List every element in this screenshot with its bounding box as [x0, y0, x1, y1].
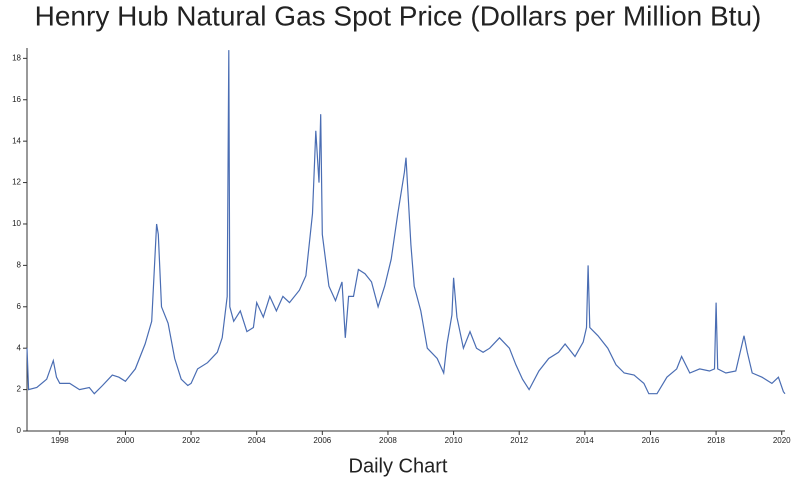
y-tick-label: 6 — [17, 302, 22, 311]
chart-title: Henry Hub Natural Gas Spot Price (Dollar… — [35, 0, 762, 31]
x-axis-label: Daily Chart — [349, 455, 448, 477]
x-tick-label: 2020 — [773, 436, 791, 445]
x-tick-label: 2008 — [379, 436, 397, 445]
y-tick-label: 2 — [17, 385, 22, 394]
x-tick-label: 2002 — [182, 436, 200, 445]
x-tick-label: 1998 — [51, 436, 69, 445]
y-tick-label: 16 — [12, 95, 21, 104]
y-tick-label: 12 — [12, 178, 21, 187]
x-tick-label: 2018 — [707, 436, 725, 445]
y-tick-label: 8 — [17, 260, 22, 269]
y-tick-label: 10 — [12, 219, 21, 228]
x-tick-label: 2012 — [510, 436, 528, 445]
price-line — [26, 50, 786, 395]
x-tick-label: 2006 — [313, 436, 331, 445]
x-tick-label: 2004 — [248, 436, 266, 445]
x-tick-label: 2000 — [117, 436, 135, 445]
y-tick-label: 4 — [17, 343, 22, 352]
y-tick-label: 14 — [12, 136, 21, 145]
x-tick-label: 2014 — [576, 436, 594, 445]
x-tick-label: 2016 — [642, 436, 660, 445]
x-tick-label: 2010 — [445, 436, 463, 445]
y-tick-label: 0 — [17, 426, 22, 435]
y-tick-label: 18 — [12, 53, 21, 62]
